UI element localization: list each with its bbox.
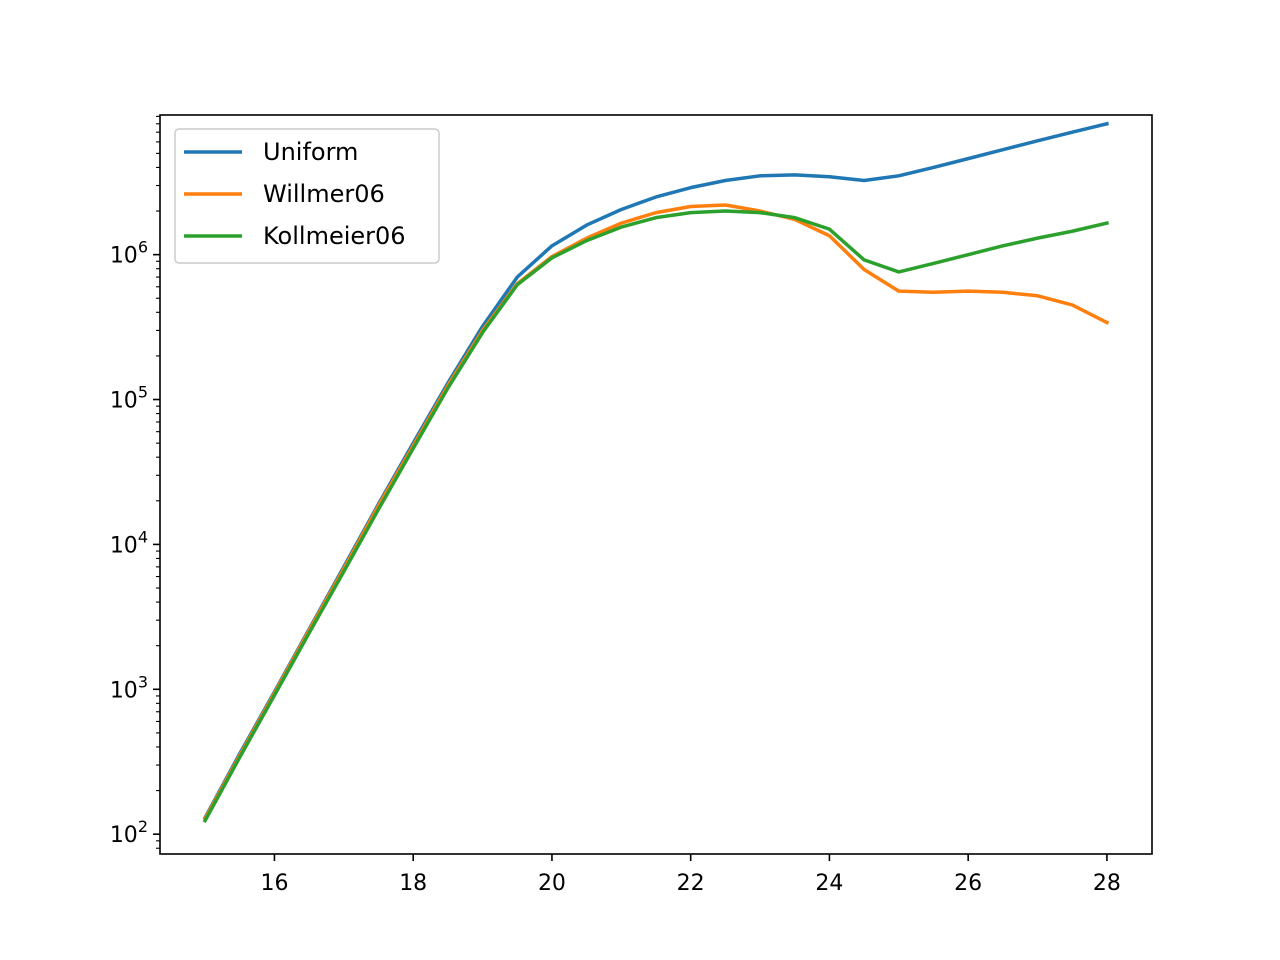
legend-label: Willmer06 [263, 180, 385, 208]
y-tick-label: 102 [110, 817, 148, 848]
x-axis-ticks: 16 18 20 22 24 26 28 [260, 854, 1121, 896]
legend-label: Uniform [263, 138, 358, 166]
x-tick-label: 16 [260, 871, 288, 896]
x-tick-label: 26 [954, 871, 982, 896]
legend: Uniform Willmer06 Kollmeier06 [174, 128, 440, 264]
x-tick-label: 22 [677, 871, 705, 896]
y-tick-label: 106 [110, 238, 148, 269]
x-tick-label: 18 [399, 871, 427, 896]
plot-frame [159, 114, 1153, 855]
y-tick-label: 105 [110, 383, 148, 414]
y-tick-label: 103 [110, 672, 148, 703]
y-tick-label: 104 [110, 527, 148, 558]
legend-label: Kollmeier06 [263, 222, 406, 250]
x-tick-label: 28 [1093, 871, 1121, 896]
series-line-kollmeier06 [202, 209, 1110, 824]
x-tick-label: 24 [815, 871, 843, 896]
y-axis-ticks: 102 103 104 105 106 [110, 115, 160, 849]
series-lines [202, 121, 1110, 824]
legend-box [174, 128, 440, 264]
x-tick-label: 20 [538, 871, 566, 896]
